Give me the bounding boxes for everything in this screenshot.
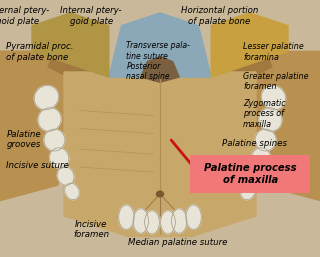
Polygon shape [32, 13, 109, 77]
Ellipse shape [119, 205, 134, 229]
Ellipse shape [57, 167, 74, 185]
Text: Palatine process
of maxilla: Palatine process of maxilla [204, 163, 297, 185]
Ellipse shape [261, 86, 286, 110]
Polygon shape [141, 57, 179, 82]
Text: Transverse pala-
tine suture
Posterior
nasal spine: Transverse pala- tine suture Posterior n… [126, 41, 190, 81]
Text: External ptery-
goid plate: External ptery- goid plate [0, 6, 50, 26]
Ellipse shape [161, 211, 175, 234]
Ellipse shape [145, 211, 159, 234]
Ellipse shape [156, 191, 164, 197]
Text: Horizontal portion
of palate bone: Horizontal portion of palate bone [180, 6, 258, 26]
Text: Median palatine suture: Median palatine suture [128, 238, 227, 247]
Text: Greater palatine
foramen: Greater palatine foramen [243, 72, 309, 91]
Text: Internal ptery-
goid plate: Internal ptery- goid plate [60, 6, 122, 26]
Text: Lesser palatine
foramina: Lesser palatine foramina [243, 42, 304, 62]
Polygon shape [211, 13, 288, 77]
Ellipse shape [44, 129, 65, 151]
Ellipse shape [65, 183, 79, 200]
Ellipse shape [133, 209, 148, 233]
Text: Incisive
foramen: Incisive foramen [73, 220, 109, 239]
Ellipse shape [259, 108, 282, 131]
Ellipse shape [251, 148, 270, 168]
Text: Palatine spines: Palatine spines [222, 139, 287, 148]
Polygon shape [0, 51, 77, 200]
Text: Zygomatic
process of
maxilla: Zygomatic process of maxilla [243, 99, 286, 129]
Polygon shape [0, 51, 77, 200]
Polygon shape [243, 51, 320, 200]
Ellipse shape [50, 148, 69, 168]
Ellipse shape [172, 209, 187, 233]
Ellipse shape [34, 86, 59, 110]
Text: Pyramidal proc.
of palate bone: Pyramidal proc. of palate bone [6, 42, 74, 62]
Polygon shape [48, 44, 96, 87]
Polygon shape [224, 44, 272, 87]
Polygon shape [109, 13, 211, 77]
Polygon shape [64, 72, 256, 236]
Text: Palatine
grooves: Palatine grooves [6, 130, 41, 149]
FancyBboxPatch shape [190, 155, 310, 193]
Ellipse shape [186, 205, 201, 229]
Ellipse shape [38, 108, 61, 131]
Ellipse shape [246, 167, 263, 185]
Ellipse shape [255, 129, 276, 151]
Ellipse shape [241, 183, 255, 200]
Text: Incisive suture: Incisive suture [6, 161, 69, 170]
